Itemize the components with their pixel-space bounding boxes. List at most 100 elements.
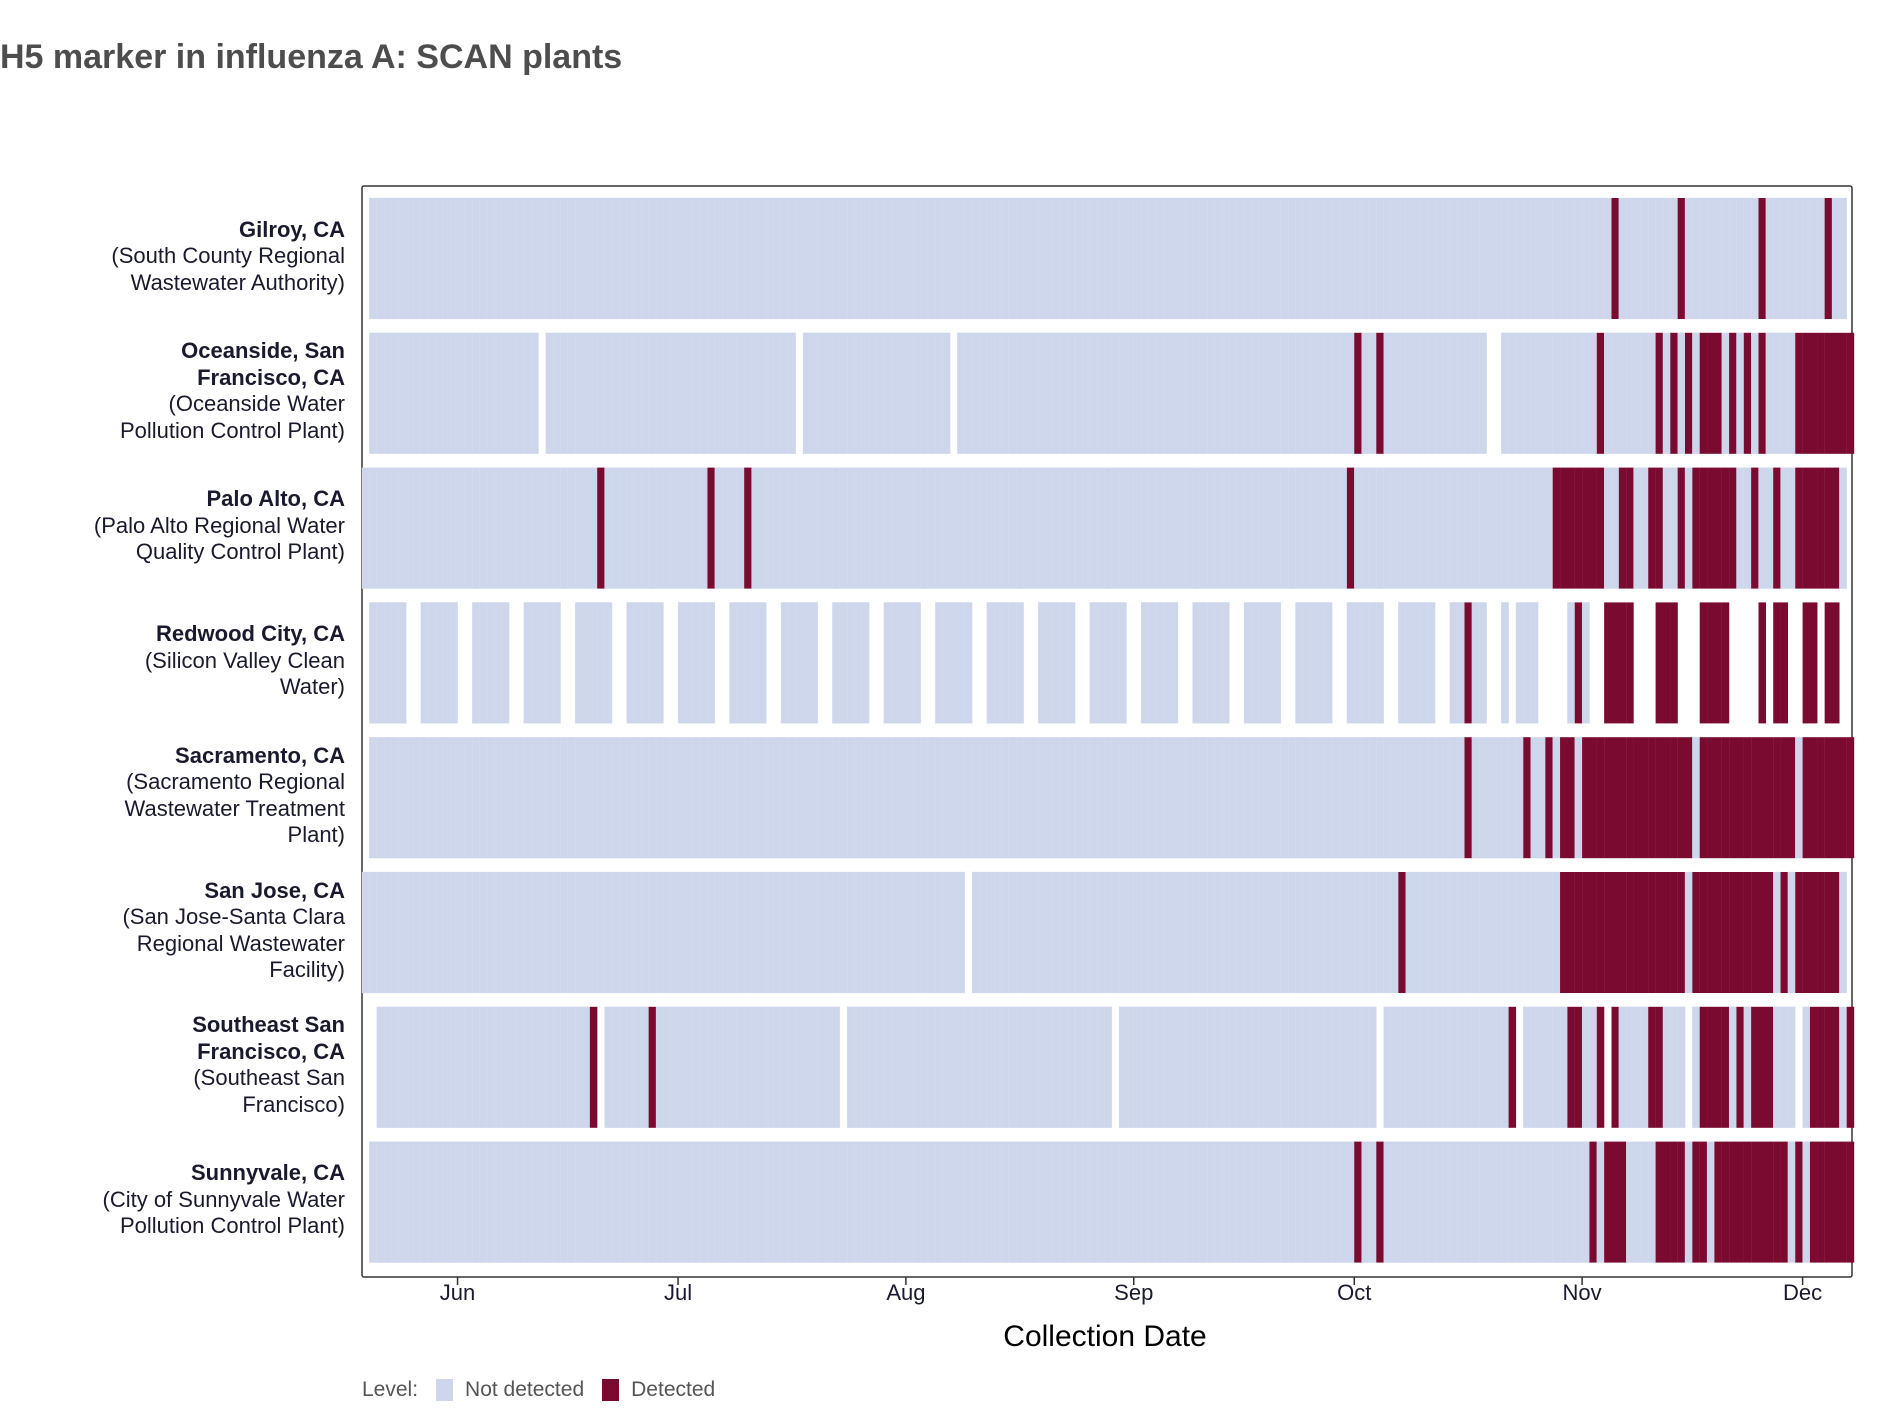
heat-cell (1831, 197, 1840, 320)
heat-cell (1743, 1141, 1752, 1263)
heat-cell (1464, 1006, 1473, 1128)
heat-cell (1236, 871, 1245, 994)
heat-cell (758, 332, 767, 454)
heat-cell (1567, 872, 1575, 993)
heat-cell (979, 332, 988, 454)
heat-cell (1412, 737, 1421, 859)
heat-cell (479, 871, 488, 994)
heat-cell (648, 197, 657, 320)
heat-cell (1185, 1141, 1193, 1263)
heat-cell (685, 1006, 694, 1128)
heat-cell (1449, 871, 1458, 994)
heat-cell (538, 737, 547, 859)
heat-cell (1743, 332, 1752, 454)
heat-cell (427, 197, 436, 320)
heat-cell (1133, 332, 1142, 454)
heat-cell (1567, 1006, 1575, 1128)
heat-cell (1581, 332, 1590, 454)
heat-cell (398, 332, 407, 454)
heat-cell (1434, 1141, 1443, 1263)
heat-cell (832, 332, 841, 454)
heat-cell (1714, 872, 1722, 993)
heat-cell (376, 602, 385, 724)
heat-cell (1001, 602, 1010, 724)
heat-cell (795, 602, 804, 724)
heat-cell (957, 1141, 965, 1263)
heat-cell (479, 332, 488, 454)
heat-cell (1111, 467, 1120, 589)
heat-cell (891, 1006, 899, 1128)
heat-cell (751, 871, 760, 994)
heat-cell (1133, 467, 1142, 589)
heat-cell (383, 737, 392, 859)
heat-cell (1581, 197, 1590, 320)
heat-cell (457, 871, 466, 994)
heat-cell (1523, 1141, 1531, 1263)
heat-cell (1699, 737, 1708, 859)
heat-cell (1412, 1006, 1421, 1128)
heat-cell (1574, 332, 1583, 454)
heat-cell (1581, 1141, 1590, 1263)
heat-cell (641, 871, 649, 994)
heat-cell (420, 467, 429, 589)
heat-cell (1787, 467, 1796, 589)
heat-cell (722, 467, 730, 589)
heat-cell (1493, 1141, 1502, 1263)
y-label-plant: (Silicon Valley Clean (144, 647, 345, 673)
heat-cell (935, 467, 943, 589)
heat-cell (1398, 467, 1406, 589)
heat-cell (1346, 332, 1355, 454)
heat-cell (1287, 871, 1296, 994)
heat-cell (1214, 737, 1223, 859)
heat-cell (427, 871, 436, 994)
heat-cell (1185, 467, 1193, 589)
heat-cell (1545, 1006, 1553, 1128)
heat-cell (1302, 197, 1311, 320)
heat-cell (619, 1141, 627, 1263)
heat-cell (1199, 197, 1208, 320)
heat-cell (1155, 1141, 1164, 1263)
heat-cell (1699, 1006, 1708, 1128)
heat-cell (501, 332, 510, 454)
heat-cell (1368, 737, 1377, 859)
heat-cell (538, 197, 547, 320)
heat-cell (964, 197, 973, 320)
heat-cell (648, 737, 657, 859)
heat-cell (1383, 871, 1392, 994)
heat-cell (1670, 1006, 1678, 1128)
heat-cell (1728, 1006, 1737, 1128)
heat-cell (920, 197, 929, 320)
heat-cell (1633, 467, 1642, 589)
heat-cell (1839, 197, 1847, 320)
heat-cell (1832, 1006, 1840, 1128)
heat-cell (677, 1141, 686, 1263)
heat-cell (1699, 602, 1708, 724)
heat-cell (1096, 871, 1105, 994)
heat-cell (457, 737, 466, 859)
heat-cell (1185, 1006, 1193, 1128)
heat-cell (1773, 467, 1781, 589)
heat-cell (1082, 467, 1090, 589)
heat-cell (1560, 737, 1568, 859)
heat-cell (1199, 602, 1208, 724)
heat-cell (839, 602, 848, 724)
heat-cell (1229, 1141, 1237, 1263)
heat-cell (1839, 467, 1847, 589)
heat-cell (714, 1141, 723, 1263)
heat-cell (1265, 737, 1274, 859)
heat-cell (552, 1006, 561, 1128)
heat-cell (1383, 737, 1392, 859)
heat-cell (1177, 1141, 1186, 1263)
heat-cell (1537, 737, 1546, 859)
heat-cell (655, 1006, 664, 1128)
heat-cell (567, 197, 576, 320)
heat-cell (1405, 737, 1414, 859)
heat-cell (1214, 1141, 1223, 1263)
heat-cell (993, 737, 1002, 859)
heat-cell (1648, 1006, 1656, 1128)
heat-cell (1442, 1006, 1451, 1128)
heat-cell (736, 871, 745, 994)
heat-cell (905, 737, 914, 859)
heat-cell (1089, 197, 1098, 320)
heat-cell (1332, 1006, 1340, 1128)
